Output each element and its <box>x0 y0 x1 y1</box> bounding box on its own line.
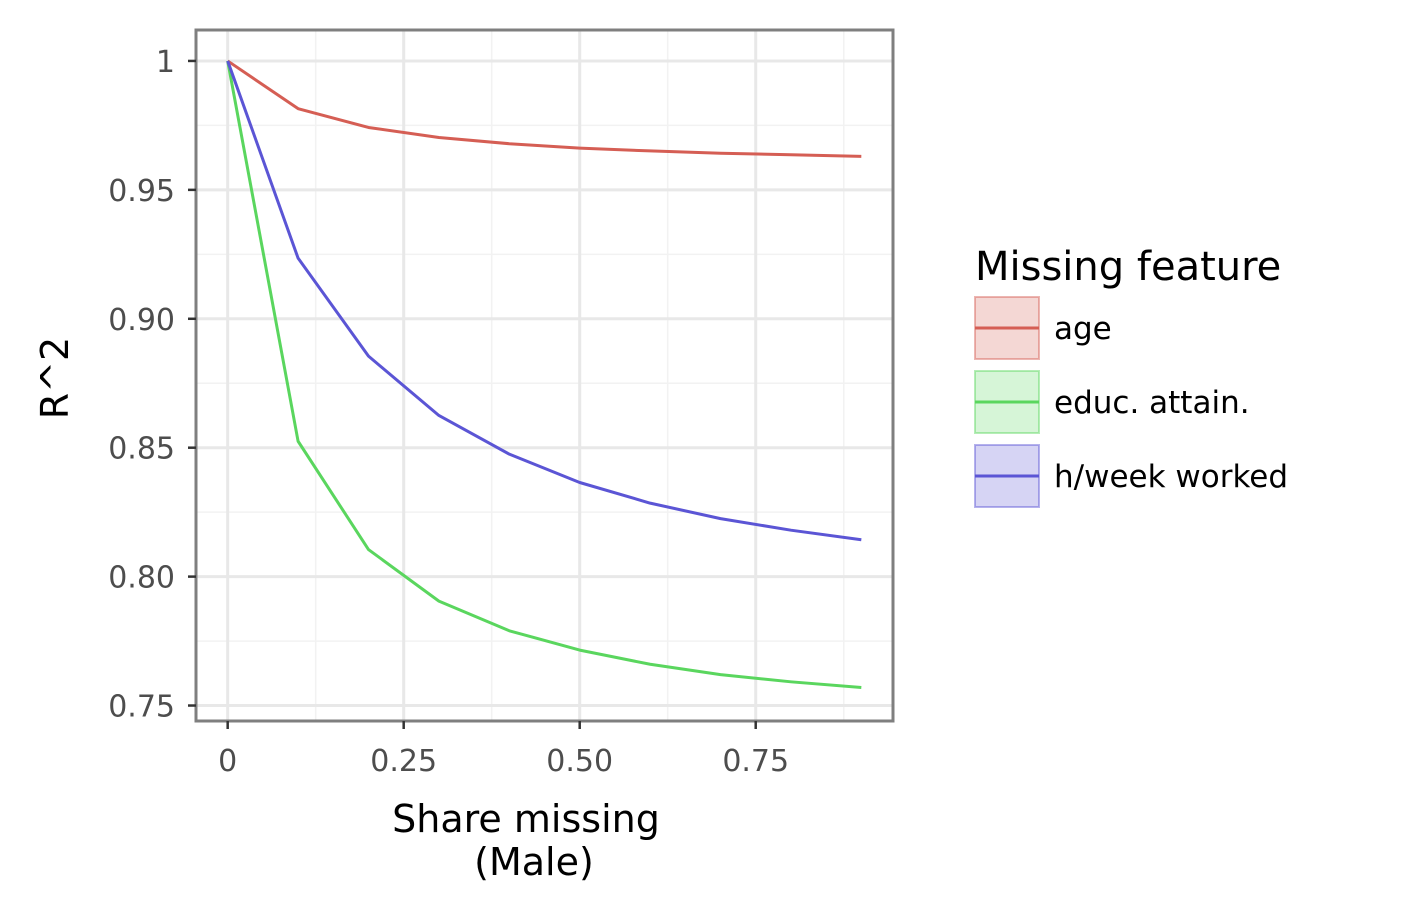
legend-label-educ-attain: educ. attain. <box>1054 385 1250 421</box>
series-line-educ-attain <box>226 60 862 689</box>
x-tick-label: 0.50 <box>546 744 613 779</box>
x-axis: 0 0.25 0.50 0.75 <box>218 721 789 779</box>
legend-label-age: age <box>1054 311 1112 347</box>
series-lines <box>226 59 862 689</box>
major-grid <box>196 30 893 721</box>
x-axis-title: Share missing <box>392 797 660 841</box>
y-tick-label: 0.95 <box>108 174 175 209</box>
x-axis-subtitle: (Male) <box>474 840 594 884</box>
legend: Missing feature age educ. attain. h/week w… <box>974 244 1288 508</box>
series-line-age <box>226 59 862 158</box>
y-axis-title: R^2 <box>33 337 77 419</box>
y-tick-label: 0.80 <box>108 561 175 596</box>
x-tick-label: 0 <box>218 744 237 779</box>
y-tick-label: 0.85 <box>108 432 175 467</box>
y-axis: 0.75 0.80 0.85 0.90 0.95 1 <box>108 45 196 725</box>
y-tick-label: 0.90 <box>108 303 175 338</box>
legend-title: Missing feature <box>975 244 1281 290</box>
plot-border <box>194 28 895 723</box>
y-tick-label: 1 <box>156 45 175 80</box>
x-tick-label: 0.25 <box>370 744 437 779</box>
y-tick-label: 0.75 <box>108 690 175 725</box>
legend-label-h-week-worked: h/week worked <box>1054 459 1288 495</box>
series-line-h-week-worked <box>226 60 862 542</box>
plot-background <box>196 30 893 721</box>
x-tick-label: 0.75 <box>722 744 789 779</box>
